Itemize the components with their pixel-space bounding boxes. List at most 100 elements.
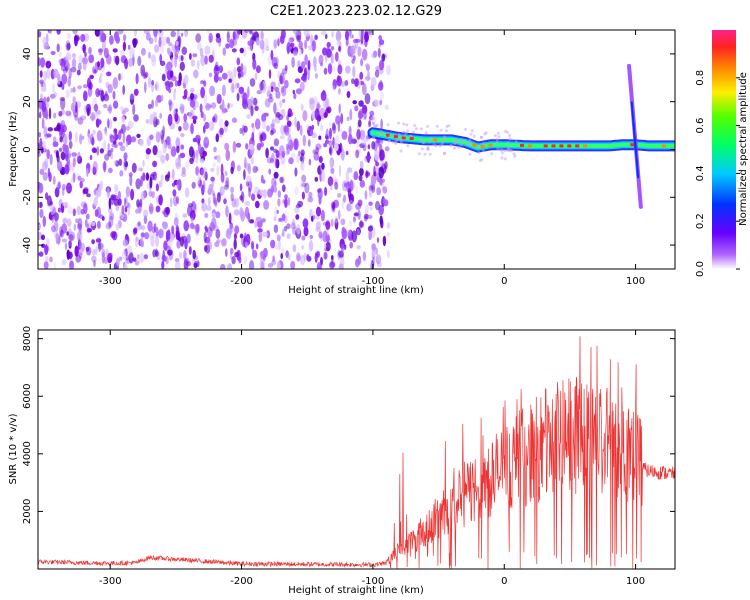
noise-speckle — [125, 254, 129, 261]
noise-speckle — [115, 55, 120, 66]
noise-speckle — [92, 161, 98, 173]
noise-speckle — [91, 147, 97, 154]
noise-speckle — [249, 219, 255, 224]
noise-speckle — [122, 132, 126, 144]
noise-speckle — [355, 202, 362, 211]
noise-speckle — [233, 233, 237, 240]
noise-speckle — [276, 234, 281, 242]
track-speckle — [402, 130, 405, 134]
noise-speckle — [156, 149, 163, 158]
noise-speckle — [146, 182, 151, 189]
noise-speckle — [95, 238, 102, 243]
noise-speckle — [86, 106, 90, 117]
track-speckle — [508, 134, 512, 137]
noise-speckle — [373, 50, 378, 58]
noise-speckle — [113, 143, 118, 149]
noise-speckle — [133, 227, 138, 234]
noise-speckle — [309, 99, 315, 111]
noise-speckle — [129, 92, 135, 100]
noise-speckle — [38, 182, 44, 194]
noise-speckle — [116, 257, 120, 267]
noise-speckle — [72, 86, 76, 93]
noise-speckle — [40, 81, 44, 88]
noise-speckle — [387, 232, 390, 238]
track-core-segment — [551, 144, 556, 148]
noise-speckle — [174, 112, 179, 123]
noise-speckle — [68, 140, 73, 149]
noise-speckle — [252, 250, 258, 259]
noise-speckle — [143, 254, 149, 260]
noise-speckle — [159, 60, 166, 66]
noise-speckle — [234, 30, 240, 39]
noise-speckle — [74, 245, 79, 257]
noise-speckle — [216, 239, 221, 244]
noise-speckle — [174, 114, 181, 125]
noise-speckle — [244, 30, 249, 34]
noise-speckle — [283, 225, 288, 232]
noise-speckle — [355, 149, 360, 159]
noise-speckle — [329, 146, 332, 155]
noise-speckle — [345, 37, 349, 46]
noise-speckle — [251, 131, 255, 142]
noise-speckle — [77, 230, 83, 243]
noise-speckle — [315, 227, 321, 232]
noise-speckle — [174, 258, 180, 263]
noise-speckle — [234, 82, 238, 90]
noise-speckle — [129, 174, 133, 187]
noise-speckle — [139, 139, 144, 147]
noise-speckle — [236, 92, 240, 102]
noise-speckle — [323, 67, 328, 75]
noise-speckle — [77, 175, 82, 181]
noise-speckle — [361, 48, 368, 61]
noise-speckle — [170, 75, 177, 82]
noise-speckle — [357, 199, 363, 207]
noise-speckle — [135, 73, 139, 85]
noise-speckle — [313, 56, 317, 68]
noise-speckle — [140, 190, 147, 201]
noise-speckle — [43, 125, 48, 138]
noise-speckle — [189, 99, 196, 108]
noise-speckle — [286, 223, 291, 230]
noise-speckle — [283, 125, 289, 133]
noise-speckle — [225, 149, 231, 161]
noise-speckle — [155, 235, 159, 248]
track-speckle — [411, 130, 415, 134]
noise-speckle — [83, 90, 88, 102]
noise-speckle — [94, 30, 101, 37]
noise-speckle — [51, 225, 56, 233]
noise-speckle — [88, 46, 92, 55]
noise-speckle — [341, 130, 348, 140]
noise-speckle — [61, 83, 65, 90]
track-speckle — [477, 151, 481, 155]
noise-speckle — [227, 102, 230, 110]
noise-speckle — [246, 175, 252, 183]
noise-speckle — [160, 94, 164, 102]
noise-speckle — [222, 47, 227, 56]
noise-speckle — [91, 111, 95, 122]
noise-speckle — [108, 167, 113, 174]
noise-speckle — [103, 140, 107, 152]
noise-speckle — [47, 30, 52, 34]
noise-speckle — [375, 247, 378, 255]
noise-speckle — [199, 158, 205, 164]
noise-speckle — [204, 212, 209, 219]
noise-speckle — [175, 225, 179, 231]
noise-speckle — [292, 89, 295, 95]
noise-speckle — [39, 70, 43, 78]
noise-speckle — [324, 186, 328, 196]
noise-speckle — [121, 205, 125, 215]
noise-speckle — [152, 249, 157, 258]
noise-speckle — [379, 59, 385, 71]
noise-speckle — [122, 34, 127, 42]
y-tick-label: -40 — [22, 237, 33, 253]
spectrogram-y-ticks: -40 -20 0 20 40 — [22, 48, 675, 253]
x-tick-label: -200 — [230, 576, 253, 587]
noise-speckle — [311, 124, 315, 130]
noise-speckle — [185, 161, 190, 170]
noise-speckle — [41, 117, 45, 129]
noise-speckle — [191, 224, 197, 230]
noise-speckle — [86, 193, 91, 198]
noise-speckle — [136, 133, 141, 138]
noise-speckle — [225, 177, 230, 188]
